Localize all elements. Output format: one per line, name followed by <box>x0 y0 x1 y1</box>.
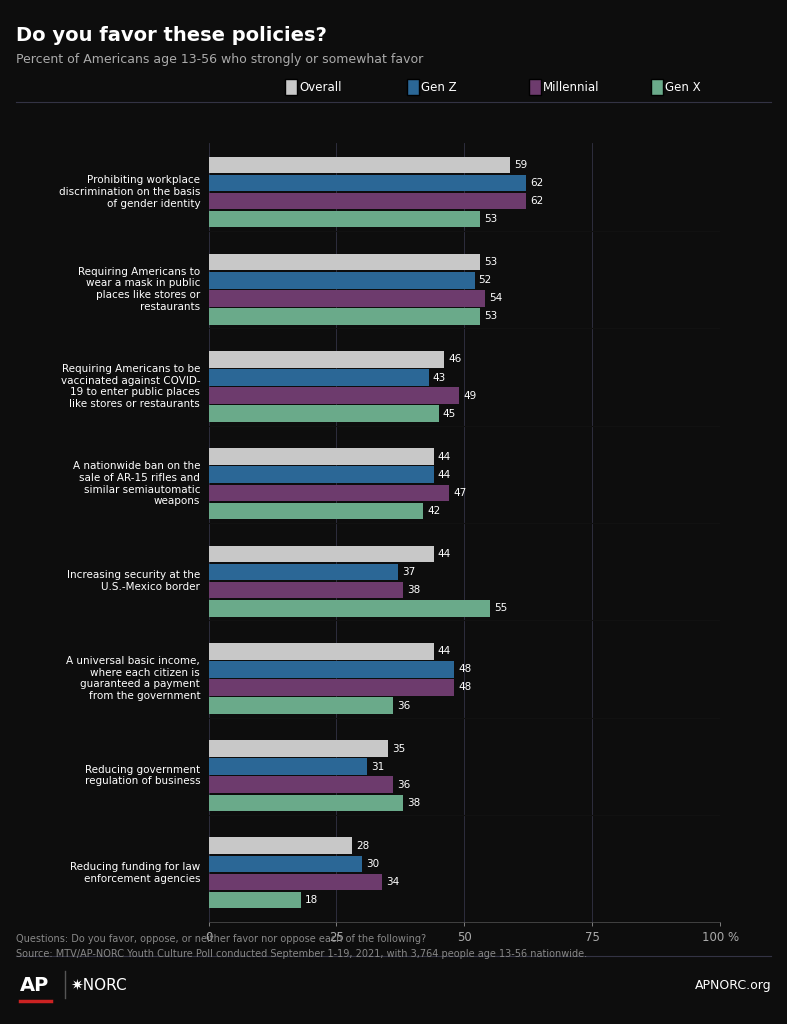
Text: 44: 44 <box>438 646 451 656</box>
Bar <box>209 175 526 191</box>
Text: 34: 34 <box>386 877 400 887</box>
Text: 38: 38 <box>407 585 420 595</box>
Bar <box>209 272 475 289</box>
Text: Gen X: Gen X <box>665 81 700 93</box>
Text: 18: 18 <box>305 895 318 905</box>
Text: ✷NORC: ✷NORC <box>71 978 127 992</box>
Bar <box>209 759 367 775</box>
Bar <box>209 776 393 793</box>
Bar <box>209 157 511 173</box>
Bar <box>209 892 301 908</box>
Bar <box>209 211 480 227</box>
Text: 62: 62 <box>530 178 543 188</box>
Text: Overall: Overall <box>299 81 342 93</box>
Text: Questions: Do you favor, oppose, or neither favor nor oppose each of the followi: Questions: Do you favor, oppose, or neit… <box>16 934 426 944</box>
Text: 54: 54 <box>489 293 502 303</box>
Text: 30: 30 <box>366 859 379 869</box>
Text: Gen Z: Gen Z <box>421 81 456 93</box>
Bar <box>209 449 434 465</box>
Bar <box>209 254 480 270</box>
Text: 36: 36 <box>397 779 410 790</box>
Bar <box>209 662 454 678</box>
Bar <box>209 795 403 811</box>
Bar <box>209 873 382 890</box>
Text: 52: 52 <box>478 275 492 286</box>
Bar <box>209 370 428 386</box>
Bar <box>209 406 439 422</box>
Bar <box>209 740 387 757</box>
Text: 59: 59 <box>515 160 528 170</box>
Text: 37: 37 <box>402 567 416 578</box>
Bar <box>209 643 434 659</box>
Text: 28: 28 <box>356 841 369 851</box>
Text: 36: 36 <box>397 700 410 711</box>
Text: 53: 53 <box>484 311 497 322</box>
Bar <box>209 697 393 714</box>
Text: 31: 31 <box>371 762 385 772</box>
Text: 44: 44 <box>438 549 451 559</box>
Text: AP: AP <box>20 976 49 994</box>
Bar <box>209 582 403 598</box>
Bar <box>209 546 434 562</box>
Text: 53: 53 <box>484 214 497 224</box>
Text: Do you favor these policies?: Do you favor these policies? <box>16 26 327 45</box>
Bar <box>209 856 362 872</box>
Text: 35: 35 <box>392 743 405 754</box>
Text: 42: 42 <box>427 506 441 516</box>
Bar <box>209 290 485 306</box>
Bar <box>209 564 397 581</box>
Text: 53: 53 <box>484 257 497 267</box>
Bar <box>209 387 460 403</box>
Text: 48: 48 <box>458 682 471 692</box>
Text: 55: 55 <box>494 603 508 613</box>
Text: 45: 45 <box>443 409 456 419</box>
Bar <box>209 838 352 854</box>
Bar <box>209 600 490 616</box>
Bar <box>209 503 423 519</box>
Bar <box>209 484 449 501</box>
Text: 44: 44 <box>438 452 451 462</box>
Text: 44: 44 <box>438 470 451 480</box>
Bar <box>209 467 434 483</box>
Text: 38: 38 <box>407 798 420 808</box>
Text: APNORC.org: APNORC.org <box>695 979 771 991</box>
Text: 62: 62 <box>530 196 543 206</box>
Bar <box>209 308 480 325</box>
Text: 48: 48 <box>458 665 471 675</box>
Text: 47: 47 <box>453 487 467 498</box>
Bar <box>209 679 454 695</box>
Text: Source: MTV/AP-NORC Youth Culture Poll conducted September 1-19, 2021, with 3,76: Source: MTV/AP-NORC Youth Culture Poll c… <box>16 949 587 959</box>
Text: Millennial: Millennial <box>543 81 600 93</box>
Bar <box>209 193 526 209</box>
Text: 49: 49 <box>464 390 477 400</box>
Text: 43: 43 <box>433 373 446 383</box>
Text: Percent of Americans age 13-56 who strongly or somewhat favor: Percent of Americans age 13-56 who stron… <box>16 53 423 67</box>
Bar <box>209 351 444 368</box>
Text: 46: 46 <box>448 354 461 365</box>
